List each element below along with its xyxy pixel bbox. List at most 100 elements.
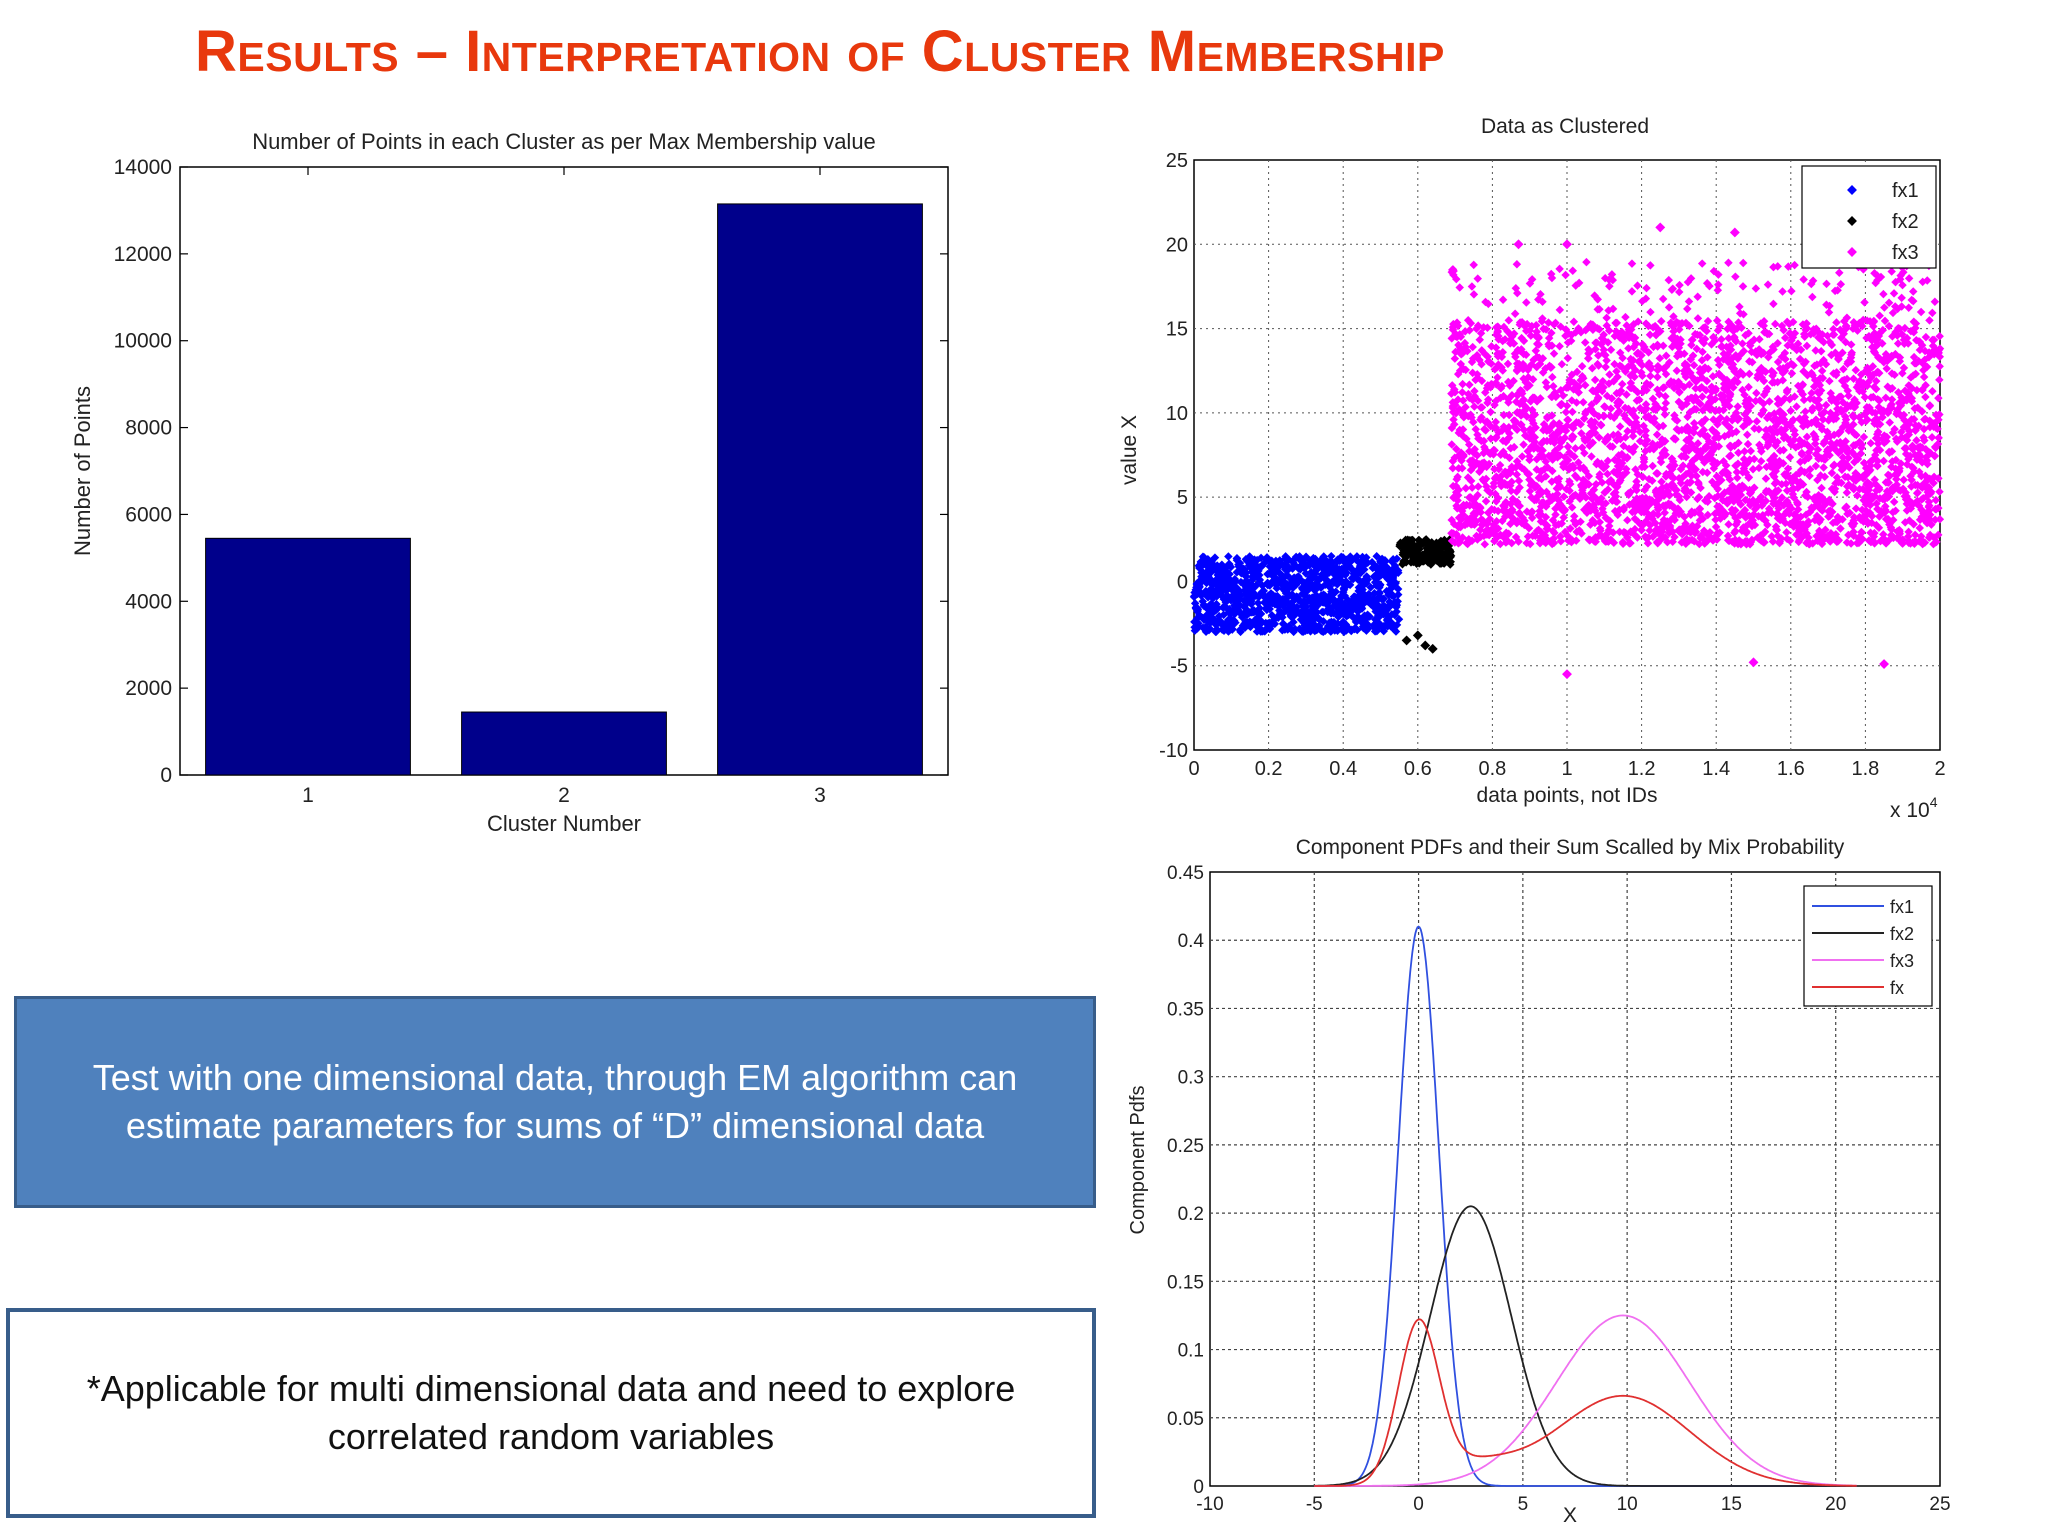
scatter-chart-title: Data as Clustered xyxy=(1481,115,1649,138)
pdf-chart-xtick-label: 20 xyxy=(1825,1494,1846,1515)
scatter-point-fx1 xyxy=(1327,608,1336,618)
bar-chart-y-ticks: 0 2000 4000 6000 8000 10000 12000 14000 xyxy=(114,156,948,787)
scatter-chart-ytick-label: 15 xyxy=(1166,319,1188,341)
bar-cluster-1 xyxy=(205,537,411,776)
scatter-point-fx1 xyxy=(1233,596,1242,606)
bar-chart-panel: Number of Points in each Cluster as per … xyxy=(60,115,980,855)
pdf-chart-panel: Component PDFs and their Sum Scalled by … xyxy=(1110,830,2048,1530)
scatter-chart-xtick-label: 0.6 xyxy=(1404,758,1432,780)
bar-chart: Number of Points in each Cluster as per … xyxy=(70,129,949,836)
pdf-chart-ytick-label: 0.45 xyxy=(1167,863,1204,884)
pdf-chart-ytick-label: 0.25 xyxy=(1167,1136,1204,1157)
pdf-chart-ytick-label: 0.1 xyxy=(1178,1341,1204,1362)
bar-chart-ytick-label: 12000 xyxy=(114,243,172,266)
scatter-chart-ytick-label: 25 xyxy=(1166,150,1188,172)
bar-chart-ytick-label: 4000 xyxy=(125,590,172,613)
slide-title: Results – Interpretation of Cluster Memb… xyxy=(195,19,1445,84)
pdf-chart-x-label: X xyxy=(1563,1504,1577,1527)
scatter-chart-xtick-label: 2 xyxy=(1934,758,1945,780)
scatter-point-fx1 xyxy=(1340,591,1349,600)
scatter-chart-xtick-label: 0 xyxy=(1188,758,1199,780)
bar-chart-x-label: Cluster Number xyxy=(487,811,641,836)
pdf-chart-ytick-label: 0.05 xyxy=(1167,1409,1204,1430)
scatter-point-fx1 xyxy=(1192,580,1202,589)
scatter-point-fx1 xyxy=(1265,581,1275,590)
scatter-chart-ytick-label: -10 xyxy=(1159,740,1188,762)
scatter-chart-legend: fx1 fx2 fx3 xyxy=(1801,165,1937,269)
scatter-point-fx1 xyxy=(1357,603,1366,612)
pdf-chart-ytick-label: 0.4 xyxy=(1178,931,1205,952)
scatter-point-fx1 xyxy=(1332,624,1342,634)
pdf-chart-ytick-label: 0 xyxy=(1193,1477,1204,1498)
scatter-chart-xtick-label: 1.8 xyxy=(1851,758,1879,780)
scatter-chart-xtick-label: 0.4 xyxy=(1329,758,1357,780)
pdf-chart-xtick-label: 10 xyxy=(1617,1494,1638,1515)
scatter-chart-panel: Data as Clustered 0 0.2 0.4 0.6 0.8 1 1.2 1.4 1.… xyxy=(1110,110,2048,830)
scatter-point-fx1 xyxy=(1384,590,1393,600)
callout-blue: Test with one dimensional data, through … xyxy=(14,996,1096,1208)
scatter-chart-ytick-label: 0 xyxy=(1177,571,1188,593)
pdf-chart-xtick-label: 0 xyxy=(1413,1494,1424,1515)
scatter-chart-multiplier-base: x 10 xyxy=(1890,799,1930,822)
scatter-legend-label: fx3 xyxy=(1892,242,1919,264)
callout-blue-text: Test with one dimensional data, through … xyxy=(92,1057,1018,1146)
bar-chart-xtick-label: 2 xyxy=(558,784,570,807)
callout-white-text: *Applicable for multi dimensional data a… xyxy=(86,1368,1016,1457)
scatter-chart: Data as Clustered 0 0.2 0.4 0.6 0.8 1 1.2 1.4 1.… xyxy=(1118,115,1946,822)
scatter-chart-ytick-label: -5 xyxy=(1170,656,1188,678)
scatter-legend-label: fx2 xyxy=(1892,211,1919,233)
scatter-chart-multiplier-exponent: 4 xyxy=(1930,794,1938,810)
pdf-chart-xtick-label: 15 xyxy=(1721,1494,1742,1515)
bar-chart-ytick-label: 14000 xyxy=(114,156,172,179)
pdf-chart-xtick-label: 25 xyxy=(1929,1494,1950,1515)
scatter-point-fx1 xyxy=(1352,617,1362,626)
bar-chart-ytick-label: 0 xyxy=(160,764,172,787)
pdf-chart-y-label: Component Pdfs xyxy=(1127,1086,1149,1235)
scatter-point-fx1 xyxy=(1393,584,1403,594)
pdf-chart: Component PDFs and their Sum Scalled by … xyxy=(1127,836,1951,1527)
scatter-point-fx1 xyxy=(1273,612,1282,622)
scatter-point-fx1 xyxy=(1319,598,1328,607)
pdf-legend-label: fx1 xyxy=(1890,897,1914,917)
scatter-chart-xtick-label: 0.8 xyxy=(1478,758,1506,780)
scatter-point-fx1 xyxy=(1339,584,1348,593)
bar-cluster-3 xyxy=(717,203,923,776)
pdf-chart-ytick-label: 0.2 xyxy=(1178,1204,1204,1225)
bar-chart-y-label: Number of Points xyxy=(70,386,95,556)
pdf-chart-title: Component PDFs and their Sum Scalled by … xyxy=(1296,836,1845,859)
bar-cluster-2 xyxy=(461,711,667,776)
scatter-point-fx1 xyxy=(1198,613,1207,623)
bar-chart-ytick-label: 8000 xyxy=(125,417,172,440)
scatter-chart-ytick-label: 20 xyxy=(1166,234,1188,256)
scatter-chart-xtick-label: 1.4 xyxy=(1702,758,1730,780)
scatter-chart-y-label: value X xyxy=(1118,415,1141,485)
pdf-legend-label: fx xyxy=(1890,978,1904,998)
scatter-chart-ytick-label: 10 xyxy=(1166,403,1188,425)
scatter-point-fx1 xyxy=(1290,560,1299,569)
pdf-chart-xtick-label: -5 xyxy=(1306,1494,1323,1515)
pdf-chart-ytick-label: 0.35 xyxy=(1167,999,1204,1020)
scatter-point-fx1 xyxy=(1258,581,1267,590)
bar-chart-title: Number of Points in each Cluster as per … xyxy=(252,129,876,154)
scatter-point-fx1 xyxy=(1221,566,1230,575)
bar-chart-ytick-label: 10000 xyxy=(114,330,172,353)
scatter-legend-label: fx1 xyxy=(1892,180,1919,202)
scatter-chart-xtick-label: 1.2 xyxy=(1628,758,1656,780)
scatter-point-fx1 xyxy=(1372,562,1382,572)
scatter-chart-x-label: data points, not IDs xyxy=(1477,784,1658,807)
bar-chart-bars xyxy=(205,203,923,776)
scatter-chart-xtick-label: 0.2 xyxy=(1255,758,1283,780)
bar-chart-ytick-label: 2000 xyxy=(125,677,172,700)
scatter-chart-xtick-label: 1.6 xyxy=(1777,758,1805,780)
scatter-point-fx1 xyxy=(1294,596,1304,605)
pdf-chart-legend: fx1 fx2 fx3 fx xyxy=(1803,885,1933,1007)
pdf-legend-label: fx2 xyxy=(1890,924,1914,944)
bar-chart-ytick-label: 6000 xyxy=(125,503,172,526)
scatter-point-fx1 xyxy=(1223,591,1232,600)
scatter-chart-multiplier: x 104 xyxy=(1890,794,1938,822)
pdf-legend-label: fx3 xyxy=(1890,951,1914,971)
callout-white: *Applicable for multi dimensional data a… xyxy=(6,1308,1096,1518)
bar-chart-xtick-label: 3 xyxy=(814,784,826,807)
scatter-point-fx1 xyxy=(1316,626,1326,635)
